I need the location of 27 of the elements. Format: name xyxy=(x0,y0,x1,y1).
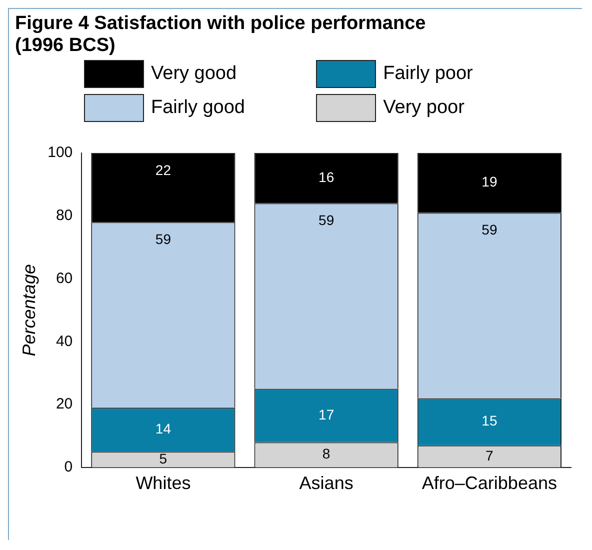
data-label: 22 xyxy=(155,162,172,178)
x-tick-label: Afro–Caribbeans xyxy=(422,473,557,494)
legend-label: Very poor xyxy=(383,97,464,119)
data-label: 19 xyxy=(482,174,498,190)
legend-label: Very good xyxy=(151,63,237,85)
x-tick-label: Whites xyxy=(136,473,191,494)
data-label: 59 xyxy=(318,212,334,228)
y-tick-label: 20 xyxy=(56,396,73,413)
data-label: 15 xyxy=(482,412,498,429)
legend-label: Fairly poor xyxy=(383,63,473,85)
data-label: 17 xyxy=(318,406,334,422)
x-tick-label: Asians xyxy=(299,473,354,494)
data-label: 7 xyxy=(486,447,494,464)
y-tick-label: 80 xyxy=(56,207,73,224)
data-label: 59 xyxy=(482,222,498,238)
y-tick-label: 100 xyxy=(48,144,73,162)
y-tick-label: 0 xyxy=(64,458,73,476)
chart-title: Figure 4 Satisfaction with police performance (1996 BCS) xyxy=(15,13,427,57)
y-axis-title: Percentage xyxy=(18,264,39,356)
data-label: 5 xyxy=(159,450,168,466)
data-label: 8 xyxy=(322,446,330,462)
legend-label: Fairly good xyxy=(151,97,245,119)
data-label: 59 xyxy=(155,231,172,248)
data-label: 16 xyxy=(318,169,334,186)
y-tick-label: 40 xyxy=(56,332,73,350)
data-label: 14 xyxy=(155,420,172,437)
y-tick-label: 60 xyxy=(56,270,73,287)
